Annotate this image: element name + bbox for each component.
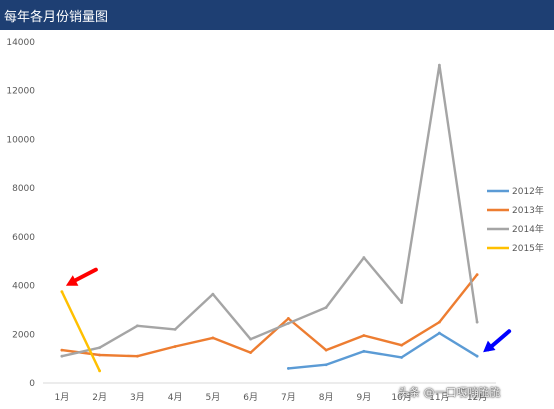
watermark: 头条 @一口嘎嘣脆脆 [398, 386, 501, 399]
title-bar: 每年各月份销量图 [0, 0, 554, 30]
data-point [211, 292, 215, 296]
chart-title: 每年各月份销量图 [4, 10, 109, 25]
x-tick-label: 1月 [55, 392, 70, 403]
series-line [287, 331, 479, 370]
x-tick-label: 5月 [206, 392, 221, 403]
data-point [362, 334, 366, 337]
data-point [437, 63, 441, 67]
x-tick-label: 4月 [168, 392, 183, 403]
series-line [60, 63, 479, 358]
data-point [135, 324, 139, 328]
data-point [249, 337, 253, 341]
data-point [437, 331, 441, 335]
x-tick-label: 2月 [92, 392, 107, 403]
x-tick-label: 6月 [243, 392, 258, 403]
data-point [135, 354, 139, 358]
data-point [98, 346, 102, 350]
data-point [60, 354, 64, 358]
data-point [60, 290, 64, 294]
data-point [475, 354, 479, 358]
data-point [173, 328, 177, 331]
data-point [173, 345, 177, 348]
data-point [324, 348, 328, 352]
data-point [286, 366, 290, 370]
data-point [60, 348, 64, 352]
legend-label: 2012年 [512, 185, 544, 197]
data-point [475, 320, 479, 324]
data-point [475, 273, 479, 277]
data-point [324, 363, 328, 367]
y-tick-label: 8000 [12, 184, 35, 194]
x-tick-label: 9月 [357, 392, 372, 403]
y-tick-label: 2000 [12, 330, 35, 340]
data-point [400, 356, 404, 359]
data-point [437, 320, 441, 324]
y-tick-label: 12000 [6, 87, 35, 97]
legend-label: 2015年 [512, 242, 544, 254]
data-point [249, 351, 253, 354]
x-tick-label: 8月 [319, 392, 334, 403]
legend-label: 2014年 [512, 223, 544, 235]
data-point [324, 306, 328, 309]
data-point [400, 301, 404, 305]
data-point [286, 321, 290, 325]
data-point [211, 336, 215, 340]
y-tick-label: 14000 [6, 38, 35, 48]
x-tick-label: 12月 [467, 392, 487, 403]
x-tick-label: 10月 [391, 392, 411, 403]
y-tick-label: 6000 [12, 233, 35, 243]
data-point [98, 369, 102, 373]
y-tick-label: 4000 [12, 282, 35, 292]
data-point [362, 256, 366, 259]
data-point [400, 343, 404, 347]
series-line [60, 290, 101, 372]
data-point [286, 317, 290, 320]
data-point [98, 353, 102, 357]
x-tick-label: 3月 [130, 392, 145, 403]
x-tick-label: 7月 [281, 392, 296, 403]
legend-label: 2013年 [512, 204, 544, 216]
data-point [362, 349, 366, 353]
y-tick-label: 0 [29, 379, 35, 389]
x-tick-label: 11月 [429, 392, 449, 403]
series-line [60, 273, 479, 358]
annotation-arrow-head [65, 275, 79, 286]
annotation-arrow-head [483, 340, 496, 353]
y-tick-label: 10000 [6, 135, 35, 145]
